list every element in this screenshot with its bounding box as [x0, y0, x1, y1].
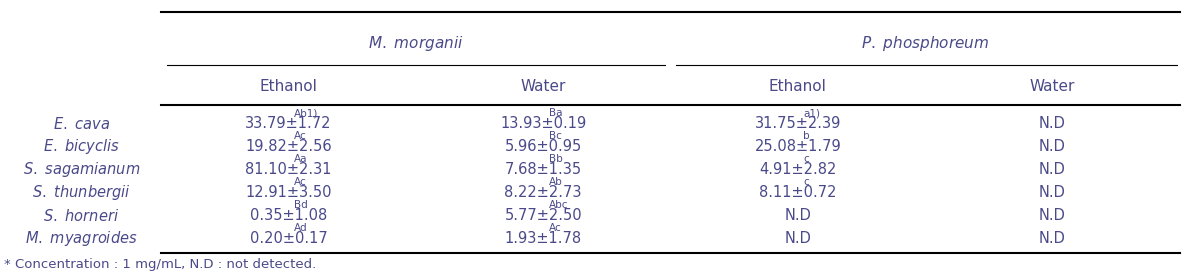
Text: N.D: N.D: [1039, 185, 1066, 200]
Text: * Concentration : 1 mg/mL, N.D : not detected.: * Concentration : 1 mg/mL, N.D : not det…: [4, 258, 316, 271]
Text: 25.08±1.79: 25.08±1.79: [755, 139, 842, 154]
Text: Ba: Ba: [548, 109, 563, 118]
Text: 8.11±0.72: 8.11±0.72: [758, 185, 837, 200]
Text: $M.\ myagroides$: $M.\ myagroides$: [25, 229, 138, 248]
Text: 13.93±0.19: 13.93±0.19: [500, 116, 586, 132]
Text: a1): a1): [804, 109, 820, 118]
Text: Water: Water: [1029, 79, 1075, 94]
Text: 5.77±2.50: 5.77±2.50: [504, 208, 582, 223]
Text: Abc: Abc: [548, 200, 569, 210]
Text: N.D: N.D: [785, 208, 811, 223]
Text: Ab: Ab: [548, 177, 563, 187]
Text: $P.\ phosphoreum$: $P.\ phosphoreum$: [861, 34, 989, 53]
Text: 0.35±1.08: 0.35±1.08: [250, 208, 328, 223]
Text: Water: Water: [520, 79, 566, 94]
Text: $E.\ bicyclis$: $E.\ bicyclis$: [43, 137, 120, 156]
Text: $S.\ sagamianum$: $S.\ sagamianum$: [23, 160, 140, 179]
Text: 5.96±0.95: 5.96±0.95: [504, 139, 582, 154]
Text: Ac: Ac: [548, 223, 561, 233]
Text: c: c: [804, 154, 810, 164]
Text: 7.68±1.35: 7.68±1.35: [504, 162, 582, 177]
Text: Ab1): Ab1): [294, 109, 318, 118]
Text: 33.79±1.72: 33.79±1.72: [246, 116, 332, 132]
Text: 0.20±0.17: 0.20±0.17: [249, 231, 328, 246]
Text: N.D: N.D: [785, 231, 811, 246]
Text: 12.91±3.50: 12.91±3.50: [246, 185, 332, 200]
Text: N.D: N.D: [1039, 116, 1066, 132]
Text: $E.\ cava$: $E.\ cava$: [52, 116, 110, 132]
Text: N.D: N.D: [1039, 139, 1066, 154]
Text: 81.10±2.31: 81.10±2.31: [246, 162, 332, 177]
Text: $S.\ thunbergii$: $S.\ thunbergii$: [32, 183, 131, 202]
Text: b: b: [804, 131, 810, 141]
Text: N.D: N.D: [1039, 162, 1066, 177]
Text: 1.93±1.78: 1.93±1.78: [504, 231, 582, 246]
Text: Bd: Bd: [294, 200, 307, 210]
Text: Ac: Ac: [294, 177, 307, 187]
Text: N.D: N.D: [1039, 231, 1066, 246]
Text: 19.82±2.56: 19.82±2.56: [246, 139, 332, 154]
Text: Bb: Bb: [548, 154, 563, 164]
Text: Ethanol: Ethanol: [769, 79, 826, 94]
Text: Aa: Aa: [294, 154, 307, 164]
Text: N.D: N.D: [1039, 208, 1066, 223]
Text: 8.22±2.73: 8.22±2.73: [504, 185, 582, 200]
Text: c: c: [804, 177, 810, 187]
Text: 31.75±2.39: 31.75±2.39: [755, 116, 840, 132]
Text: Ethanol: Ethanol: [260, 79, 317, 94]
Text: $M.\ morganii$: $M.\ morganii$: [368, 34, 464, 53]
Text: $S.\ horneri$: $S.\ horneri$: [43, 207, 120, 224]
Text: Ad: Ad: [294, 223, 307, 233]
Text: Ac: Ac: [294, 131, 307, 141]
Text: 4.91±2.82: 4.91±2.82: [760, 162, 837, 177]
Text: Bc: Bc: [548, 131, 561, 141]
